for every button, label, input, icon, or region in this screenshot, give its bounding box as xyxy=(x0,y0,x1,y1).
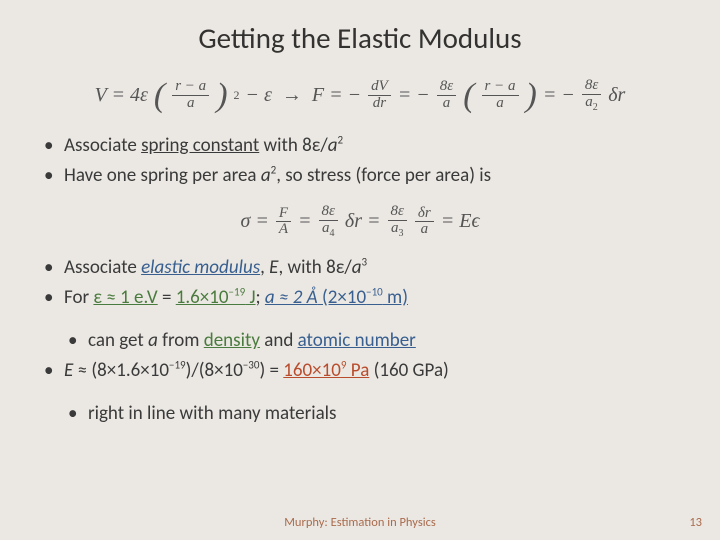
sub-bullet: can get a from density and atomic number xyxy=(38,326,682,355)
sub-bullet-item: right in line with many materials xyxy=(38,399,682,428)
bullet-item: For ε ≈ 1 e.V = 1.6×10−19 J; a ≈ 2 Å (2×… xyxy=(38,283,682,312)
bullet-block-2: Associate elastic modulus, E, with 8ε/a3… xyxy=(38,253,682,312)
footer-text: Murphy: Estimation in Physics xyxy=(0,515,720,530)
slide-title: Getting the Elastic Modulus xyxy=(38,20,682,56)
slide: Getting the Elastic Modulus V = 4ε(r − a… xyxy=(0,0,720,540)
sub-bullet-item: can get a from density and atomic number xyxy=(38,326,682,355)
bullet-block-1: Associate spring constant with 8ε/a2 Hav… xyxy=(38,131,682,190)
sub-bullet-2: right in line with many materials xyxy=(38,399,682,428)
bullet-block-2b: E ≈ (8×1.6×10−19)/(8×10−30) = 160×109 Pa… xyxy=(38,356,682,385)
bullet-item: Have one spring per area a2, so stress (… xyxy=(38,161,682,190)
bullet-item: Associate spring constant with 8ε/a2 xyxy=(38,131,682,160)
equation-1: V = 4ε(r − aa)2 − ε → F = −dVdr = −8εa(r… xyxy=(38,78,682,113)
bullet-item: Associate elastic modulus, E, with 8ε/a3 xyxy=(38,253,682,282)
bullet-item: E ≈ (8×1.6×10−19)/(8×10−30) = 160×109 Pa… xyxy=(38,356,682,385)
page-number: 13 xyxy=(689,515,702,530)
equation-2: σ = FA = 8εa4δr = 8εa3δra = Eϵ xyxy=(38,204,682,239)
